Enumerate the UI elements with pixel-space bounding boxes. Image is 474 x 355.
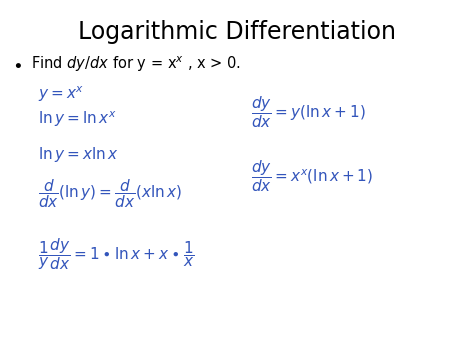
Text: $\dfrac{1}{y}\dfrac{dy}{dx} = 1 \bullet \ln x + x \bullet \dfrac{1}{x}$: $\dfrac{1}{y}\dfrac{dy}{dx} = 1 \bullet …	[38, 236, 195, 272]
Text: $y = x^{x}$: $y = x^{x}$	[38, 84, 84, 104]
Text: Find $\mathit{dy/dx}$ for y = x$^x$ , x > 0.: Find $\mathit{dy/dx}$ for y = x$^x$ , x …	[31, 54, 241, 73]
Text: $\dfrac{dy}{dx} = x^{x}(\ln x + 1)$: $\dfrac{dy}{dx} = x^{x}(\ln x + 1)$	[251, 158, 374, 193]
Text: $\ln y = x \ln x$: $\ln y = x \ln x$	[38, 145, 118, 164]
Text: Logarithmic Differentiation: Logarithmic Differentiation	[78, 20, 396, 44]
Text: $\dfrac{d}{dx}(\ln y) = \dfrac{d}{dx}(x \ln x)$: $\dfrac{d}{dx}(\ln y) = \dfrac{d}{dx}(x …	[38, 177, 182, 210]
Text: $\ln y = \ln x^{x}$: $\ln y = \ln x^{x}$	[38, 109, 117, 129]
Text: $\bullet$: $\bullet$	[12, 55, 22, 73]
Text: $\dfrac{dy}{dx} = y(\ln x + 1)$: $\dfrac{dy}{dx} = y(\ln x + 1)$	[251, 94, 366, 130]
